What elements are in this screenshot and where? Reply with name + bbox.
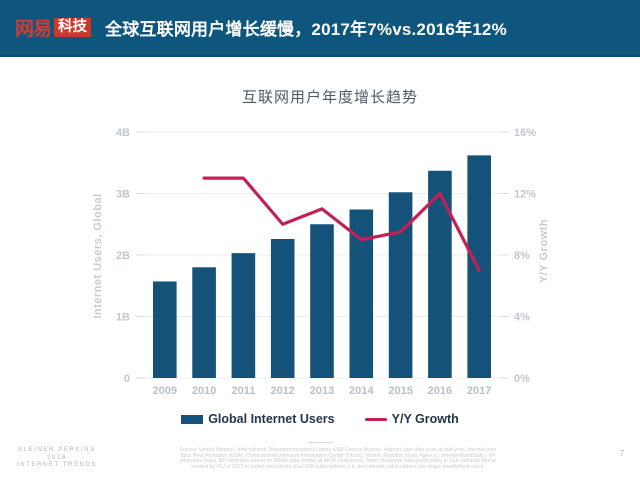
bar-series-swatch — [181, 414, 204, 424]
line-series-swatch — [364, 417, 387, 421]
year-label-2016: 2016 — [428, 385, 452, 397]
kleiner-perkins-brand: KLEINER PERKINS 2018 INTERNET TRENDS — [6, 447, 108, 470]
source-line: data: Pew Research (USA), China Internet… — [180, 452, 496, 459]
growth-line — [202, 176, 481, 272]
right-axis-tick-label: 8% — [514, 250, 530, 262]
bar-2014 — [349, 209, 374, 378]
left-axis-tick-label: 0 — [124, 373, 130, 385]
chart-legend: Global Internet Users Y/Y Growth — [0, 412, 640, 426]
year-label-2015: 2015 — [388, 385, 412, 397]
year-label-2011: 2011 — [231, 385, 255, 397]
bar-2017 — [467, 155, 491, 378]
combo-chart: 0 0% 1B 4% 2B 8% 3B 12% 4B 16% 2009 2010 2011 2012 201… — [92, 127, 550, 397]
left-axis-tick-label: 3B — [116, 189, 130, 201]
page-title: 全球互联网用户增长缓慢，2017年7%vs.2016年12% — [105, 20, 507, 39]
bar-2009 — [153, 281, 177, 378]
x-axis-labels: 2009 2010 2011 2012 2013 2014 2015 2016 2017 — [153, 385, 492, 397]
bar-2016 — [428, 170, 452, 378]
bar-2012 — [270, 239, 295, 378]
right-axis-tick-label: 16% — [514, 127, 536, 139]
netease-tech-logo: 网易 科技 — [15, 14, 92, 41]
year-label-2013: 2013 — [310, 385, 334, 397]
footer-divider — [308, 442, 334, 443]
bar-2010 — [192, 267, 216, 378]
source-line: estimates (Iran), KP estimates based on … — [179, 458, 497, 465]
legend-label: Global Internet Users — [208, 412, 335, 426]
page-number: 7 — [619, 449, 625, 458]
source-line: Source: United Nations / International T… — [179, 447, 497, 453]
bar-2013 — [310, 224, 334, 378]
brand-line: KLEINER PERKINS — [18, 447, 96, 453]
right-axis-tick-label: 4% — [514, 312, 530, 324]
bar-series — [153, 155, 491, 378]
legend-label: Y/Y Growth — [391, 412, 459, 426]
source-note: Source: United Nations / International T… — [128, 447, 548, 471]
netease-logo-text: 网易 — [15, 19, 52, 40]
tech-logo-badge: 科技 — [54, 18, 92, 37]
chart-title: 互联网用户年度增长趋势 — [241, 89, 418, 106]
year-label-2010: 2010 — [192, 385, 216, 397]
header-bar: 网易 科技 全球互联网用户增长缓慢，2017年7%vs.2016年12% — [0, 0, 640, 57]
right-axis-title: Y/Y Growth — [538, 219, 550, 283]
brand-line: INTERNET TRENDS — [16, 462, 98, 469]
legend-item-yy-growth: Y/Y Growth — [364, 412, 459, 426]
year-label-2017: 2017 — [467, 385, 491, 397]
brand-line: 2018 — [47, 454, 67, 461]
left-axis-title: Internet Users, Global — [92, 193, 104, 318]
right-axis-tick-label: 12% — [514, 189, 536, 201]
left-axis-tick-label: 1B — [116, 312, 130, 324]
year-label-2014: 2014 — [349, 385, 374, 397]
source-line: revised by ITU in 2017 to better account… — [191, 464, 485, 471]
year-label-2009: 2009 — [153, 385, 177, 397]
year-label-2012: 2012 — [270, 385, 294, 397]
legend-item-global-internet-users: Global Internet Users — [181, 412, 335, 426]
right-axis-tick-label: 0% — [514, 373, 530, 385]
bar-2015 — [388, 192, 413, 378]
bar-2011 — [231, 253, 256, 378]
left-axis-tick-label: 4B — [116, 127, 130, 139]
left-axis-tick-label: 2B — [116, 250, 130, 262]
